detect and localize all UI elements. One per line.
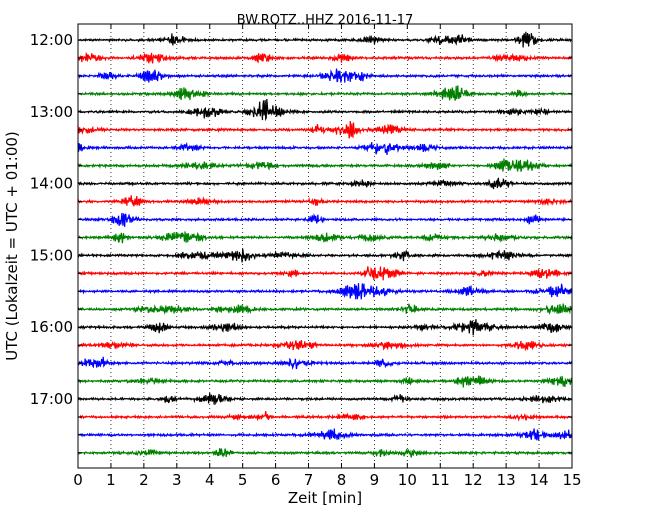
trace-line <box>77 120 573 139</box>
x-tick-label: 5 <box>238 471 248 489</box>
x-tick-label: 11 <box>431 471 450 489</box>
y-tick-label: 17:00 <box>30 390 73 408</box>
y-tick-labels: 12:00 13:00 14:00 15:00 16:00 17:00 <box>30 31 73 408</box>
trace-line <box>77 248 573 263</box>
y-tick-label: 15:00 <box>30 246 73 264</box>
x-tick-label: 6 <box>271 471 281 489</box>
trace-line <box>77 428 573 441</box>
trace-line <box>77 177 573 190</box>
trace-line <box>77 448 573 458</box>
trace-line <box>77 319 573 336</box>
trace-line <box>77 303 573 316</box>
x-axis-label: Zeit [min] <box>288 489 362 507</box>
y-tick-label: 12:00 <box>30 31 73 49</box>
x-tick-label: 13 <box>497 471 516 489</box>
x-tick-label: 8 <box>337 471 347 489</box>
x-tick-label: 4 <box>205 471 215 489</box>
x-tick-label: 15 <box>562 471 581 489</box>
x-tick-label: 0 <box>73 471 83 489</box>
trace-line <box>77 68 573 83</box>
trace-line <box>77 392 573 406</box>
trace-line <box>77 31 573 48</box>
traces <box>77 31 573 458</box>
y-axis-label: UTC (Lokalzeit = UTC + 01:00) <box>3 131 21 361</box>
x-tick-label: 14 <box>530 471 549 489</box>
trace-line <box>77 141 573 155</box>
x-tick-label: 2 <box>139 471 149 489</box>
ticks <box>77 24 573 468</box>
x-tick-label: 12 <box>464 471 483 489</box>
x-tick-label: 3 <box>172 471 182 489</box>
trace-line <box>77 85 573 101</box>
trace-line <box>77 283 573 300</box>
trace-line <box>77 356 573 371</box>
x-tick-labels: 0 1 2 3 4 5 6 7 8 9 10 11 12 13 14 15 <box>73 471 581 489</box>
trace-line <box>77 231 573 244</box>
y-tick-label: 16:00 <box>30 318 73 336</box>
x-tick-label: 1 <box>106 471 116 489</box>
grid <box>110 24 540 468</box>
x-tick-label: 10 <box>398 471 417 489</box>
chart-title: BW.ROTZ..HHZ 2016-11-17 <box>237 13 413 28</box>
trace-line <box>77 99 573 122</box>
plot-frame <box>77 23 573 469</box>
y-tick-label: 14:00 <box>30 175 73 193</box>
trace-line <box>77 339 573 352</box>
y-tick-label: 13:00 <box>30 103 73 121</box>
x-tick-label: 7 <box>304 471 314 489</box>
trace-line <box>77 212 573 227</box>
trace-line <box>77 195 573 207</box>
trace-line <box>77 266 573 281</box>
trace-line <box>77 375 573 388</box>
trace-line <box>77 51 573 64</box>
trace-line <box>77 158 573 172</box>
x-tick-label: 9 <box>370 471 380 489</box>
trace-line <box>77 411 573 422</box>
